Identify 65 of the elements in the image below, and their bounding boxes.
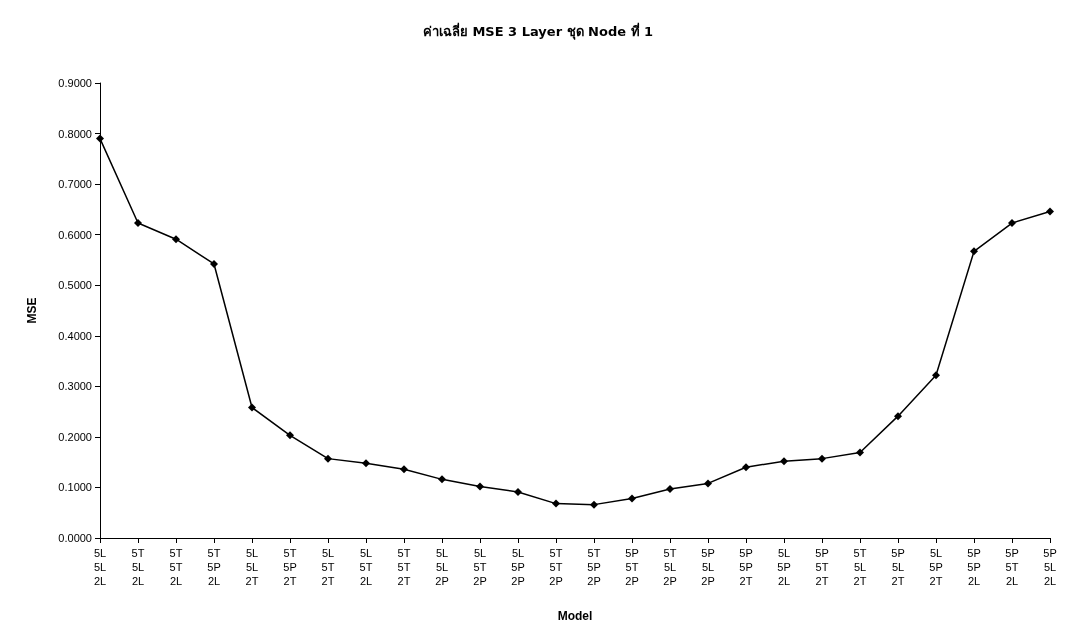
y-tick-label: 0.7000 — [58, 178, 92, 191]
point — [400, 465, 408, 474]
point — [172, 235, 180, 244]
point — [932, 371, 940, 380]
x-tick-label: 5P 5L 2P — [701, 547, 715, 587]
point — [286, 431, 294, 440]
x-tick-label: 5T 5T 2P — [549, 547, 563, 587]
x-tick-label: 5L 5P 2P — [511, 547, 525, 587]
x-tick-label: 5P 5P 2L — [967, 547, 981, 587]
x-tick-label: 5T 5L 2T — [853, 547, 867, 587]
y-tick-label: 0.8000 — [58, 127, 92, 140]
chart-title: ค่าเฉลี่ย MSE 3 Layer ชุด Node ที่ 1 — [422, 22, 654, 40]
x-tick-label: 5P 5L 2T — [891, 547, 905, 587]
point — [362, 459, 370, 468]
point — [438, 475, 446, 484]
point — [818, 454, 826, 463]
x-tick-label: 5T 5T 2L — [169, 547, 183, 587]
x-tick-label: 5T 5P 2T — [283, 547, 297, 587]
y-tick-label: 0.5000 — [58, 279, 92, 292]
point — [742, 463, 750, 472]
point — [324, 454, 332, 463]
point — [248, 403, 256, 412]
x-tick-label: 5T 5L 2P — [663, 547, 677, 587]
point — [628, 494, 636, 503]
y-tick-label: 0.0000 — [58, 532, 92, 544]
point — [552, 499, 560, 508]
x-tick-label: 5P 5T 2T — [815, 547, 829, 587]
x-tick-label: 5P 5P 2T — [739, 547, 753, 587]
y-tick-label: 0.2000 — [58, 430, 92, 443]
x-axis-title: Model — [557, 609, 593, 623]
x-tick-label: 5P 5T 2P — [625, 547, 639, 587]
point — [476, 482, 484, 491]
point — [96, 134, 104, 143]
point — [856, 448, 864, 457]
x-tick-label: 5L 5L 2T — [245, 547, 259, 587]
x-tick-label: 5P 5T 2L — [1005, 547, 1019, 587]
x-tick-label: 5L 5T 2L — [359, 547, 373, 587]
x-tick-label: 5T 5T 2T — [397, 547, 411, 587]
point — [1008, 219, 1016, 228]
x-tick-label: 5T 5L 2L — [131, 547, 145, 587]
x-tick-label: 5P 5L 2L — [1043, 547, 1057, 587]
y-tick-label: 0.1000 — [58, 481, 92, 494]
point — [134, 219, 142, 228]
point — [894, 412, 902, 421]
point — [1046, 207, 1054, 216]
x-tick-label: 5T 5P 2L — [207, 547, 221, 587]
point — [704, 479, 712, 488]
x-tick-label: 5L 5T 2T — [321, 547, 335, 587]
x-tick-label: 5L 5T 2P — [473, 547, 487, 587]
y-tick-label: 0.9000 — [58, 77, 92, 89]
y-tick-label: 0.3000 — [58, 380, 92, 393]
x-tick-label: 5L 5P 2T — [929, 547, 943, 587]
point — [210, 259, 218, 268]
x-tick-label: 5L 5L 2L — [93, 547, 107, 587]
y-axis-title: MSE — [25, 297, 39, 324]
point — [666, 484, 674, 493]
y-tick-label: 0.4000 — [58, 329, 92, 342]
x-tick-label: 5T 5P 2P — [587, 547, 601, 587]
point — [970, 247, 978, 256]
x-tick-label: 5L 5L 2P — [435, 547, 449, 587]
y-tick-label: 0.6000 — [58, 228, 92, 241]
point — [514, 487, 522, 496]
x-tick-label: 5L 5P 2L — [777, 547, 791, 587]
point — [590, 500, 598, 509]
point — [780, 457, 788, 466]
